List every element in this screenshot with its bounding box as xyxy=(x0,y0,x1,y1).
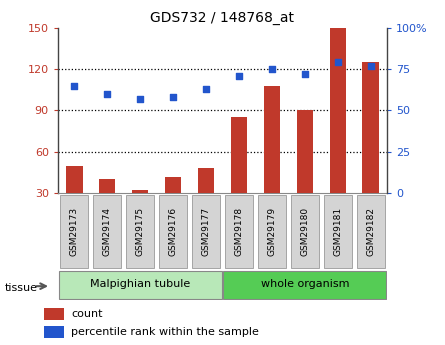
Bar xyxy=(198,168,214,235)
FancyBboxPatch shape xyxy=(357,195,384,268)
Point xyxy=(137,96,144,101)
Point xyxy=(367,63,374,68)
Bar xyxy=(132,190,149,235)
Text: GSM29180: GSM29180 xyxy=(300,207,309,256)
Point xyxy=(104,91,111,97)
Bar xyxy=(362,62,379,235)
Text: GSM29182: GSM29182 xyxy=(366,207,375,256)
FancyBboxPatch shape xyxy=(324,195,352,268)
FancyBboxPatch shape xyxy=(159,195,187,268)
Point xyxy=(334,60,341,65)
FancyBboxPatch shape xyxy=(126,195,154,268)
FancyBboxPatch shape xyxy=(258,195,286,268)
FancyBboxPatch shape xyxy=(223,270,387,298)
Bar xyxy=(231,117,247,235)
Title: GDS732 / 148768_at: GDS732 / 148768_at xyxy=(150,11,295,25)
Text: GSM29174: GSM29174 xyxy=(103,207,112,256)
FancyBboxPatch shape xyxy=(93,195,121,268)
Bar xyxy=(66,166,83,235)
FancyBboxPatch shape xyxy=(225,195,253,268)
Bar xyxy=(296,110,313,235)
Text: GSM29181: GSM29181 xyxy=(333,207,342,256)
Bar xyxy=(330,28,346,235)
Text: GSM29178: GSM29178 xyxy=(235,207,243,256)
Bar xyxy=(165,177,182,235)
Bar xyxy=(44,326,64,338)
Text: whole organism: whole organism xyxy=(261,279,349,289)
Point xyxy=(202,86,210,92)
Text: GSM29177: GSM29177 xyxy=(202,207,210,256)
Point xyxy=(71,83,78,88)
Point xyxy=(235,73,243,78)
FancyBboxPatch shape xyxy=(291,195,319,268)
Text: GSM29179: GSM29179 xyxy=(267,207,276,256)
Text: GSM29173: GSM29173 xyxy=(70,207,79,256)
Point xyxy=(268,66,275,72)
Bar xyxy=(99,179,116,235)
FancyBboxPatch shape xyxy=(58,270,222,298)
Point xyxy=(170,95,177,100)
Point xyxy=(301,71,308,77)
FancyBboxPatch shape xyxy=(192,195,220,268)
Text: Malpighian tubule: Malpighian tubule xyxy=(90,279,190,289)
Text: GSM29175: GSM29175 xyxy=(136,207,145,256)
Text: GSM29176: GSM29176 xyxy=(169,207,178,256)
Bar xyxy=(44,308,64,319)
Text: tissue: tissue xyxy=(4,283,37,293)
FancyBboxPatch shape xyxy=(61,195,88,268)
Text: count: count xyxy=(71,309,103,319)
Text: percentile rank within the sample: percentile rank within the sample xyxy=(71,327,259,337)
Bar xyxy=(264,86,280,235)
